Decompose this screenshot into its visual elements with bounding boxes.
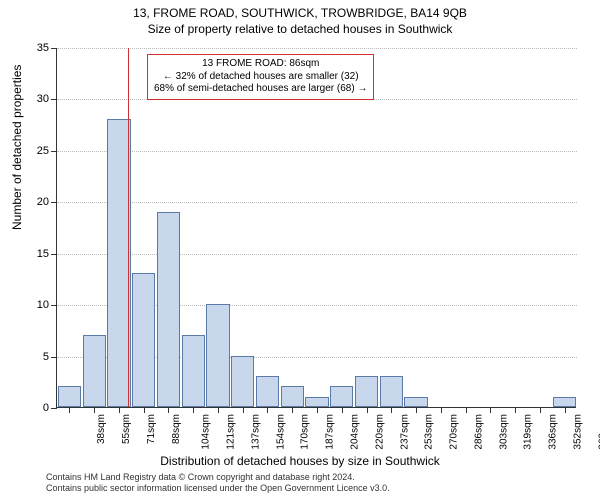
y-tick-label: 0 [25, 402, 49, 414]
x-tick-label: 204sqm [350, 414, 361, 450]
gridline [57, 202, 577, 203]
annotation-line: 68% of semi-detached houses are larger (… [154, 83, 367, 96]
y-tick-label: 15 [25, 248, 49, 260]
gridline [57, 99, 577, 100]
footer-attribution: Contains HM Land Registry data © Crown c… [46, 472, 390, 494]
histogram-bar [256, 376, 279, 407]
x-tick [565, 407, 566, 413]
footer-line-1: Contains HM Land Registry data © Crown c… [46, 472, 390, 483]
x-tick-label: 137sqm [251, 414, 262, 450]
x-tick [441, 407, 442, 413]
x-tick-label: 237sqm [399, 414, 410, 450]
x-tick [193, 407, 194, 413]
x-tick [317, 407, 318, 413]
annotation-line: ← 32% of detached houses are smaller (32… [154, 71, 367, 84]
x-tick [391, 407, 392, 413]
x-tick-label: 270sqm [449, 414, 460, 450]
footer-line-2: Contains public sector information licen… [46, 483, 390, 494]
y-tick-label: 25 [25, 145, 49, 157]
histogram-bar [305, 397, 328, 407]
x-tick-label: 336sqm [548, 414, 559, 450]
y-tick [51, 99, 57, 100]
x-tick-label: 121sqm [226, 414, 237, 450]
x-axis-label: Distribution of detached houses by size … [0, 454, 600, 468]
x-tick [119, 407, 120, 413]
gridline [57, 254, 577, 255]
x-tick [342, 407, 343, 413]
x-tick-label: 220sqm [374, 414, 385, 450]
histogram-bar [58, 386, 81, 407]
x-tick-label: 88sqm [171, 414, 182, 444]
histogram-bar [132, 273, 155, 407]
annotation-line: 13 FROME ROAD: 86sqm [154, 58, 367, 71]
x-tick-label: 104sqm [201, 414, 212, 450]
x-tick [144, 407, 145, 413]
y-tick [51, 202, 57, 203]
histogram-bar [157, 212, 180, 407]
x-tick-label: 55sqm [121, 414, 132, 444]
x-tick [292, 407, 293, 413]
y-tick [51, 254, 57, 255]
x-tick-label: 170sqm [300, 414, 311, 450]
histogram-bar [355, 376, 378, 407]
x-tick [466, 407, 467, 413]
histogram-bar [380, 376, 403, 407]
x-tick-label: 38sqm [96, 414, 107, 444]
x-tick-label: 253sqm [424, 414, 435, 450]
x-tick-label: 71sqm [146, 414, 157, 444]
x-tick [94, 407, 95, 413]
x-tick [416, 407, 417, 413]
histogram-bar [553, 397, 576, 407]
y-axis-label: Number of detached properties [10, 65, 24, 230]
plot-region: 0510152025303538sqm55sqm71sqm88sqm104sqm… [56, 48, 576, 408]
x-tick-label: 187sqm [325, 414, 336, 450]
histogram-bar [107, 119, 130, 407]
chart-plot-area: 0510152025303538sqm55sqm71sqm88sqm104sqm… [56, 48, 576, 408]
y-tick-label: 5 [25, 351, 49, 363]
y-tick-label: 20 [25, 196, 49, 208]
x-tick [367, 407, 368, 413]
histogram-bar [83, 335, 106, 407]
histogram-bar [281, 386, 304, 407]
gridline [57, 48, 577, 49]
marker-line [128, 48, 129, 407]
y-tick [51, 151, 57, 152]
page-title-1: 13, FROME ROAD, SOUTHWICK, TROWBRIDGE, B… [0, 0, 600, 20]
histogram-bar [206, 304, 229, 407]
y-tick [51, 305, 57, 306]
histogram-bar [404, 397, 427, 407]
x-tick [267, 407, 268, 413]
x-tick [168, 407, 169, 413]
y-tick-label: 10 [25, 299, 49, 311]
x-tick [69, 407, 70, 413]
histogram-bar [231, 356, 254, 407]
x-tick [490, 407, 491, 413]
x-tick-label: 154sqm [275, 414, 286, 450]
page-title-2: Size of property relative to detached ho… [0, 20, 600, 36]
y-tick-label: 35 [25, 42, 49, 54]
x-tick-label: 286sqm [473, 414, 484, 450]
y-tick [51, 48, 57, 49]
gridline [57, 151, 577, 152]
annotation-box: 13 FROME ROAD: 86sqm← 32% of detached ho… [147, 54, 374, 100]
y-tick-label: 30 [25, 93, 49, 105]
x-tick [218, 407, 219, 413]
chart-container: 13, FROME ROAD, SOUTHWICK, TROWBRIDGE, B… [0, 0, 600, 500]
x-tick-label: 352sqm [572, 414, 583, 450]
x-tick-label: 319sqm [523, 414, 534, 450]
histogram-bar [182, 335, 205, 407]
y-tick [51, 357, 57, 358]
x-tick [515, 407, 516, 413]
x-tick-label: 303sqm [498, 414, 509, 450]
y-tick [51, 408, 57, 409]
histogram-bar [330, 386, 353, 407]
x-tick [540, 407, 541, 413]
x-tick [243, 407, 244, 413]
